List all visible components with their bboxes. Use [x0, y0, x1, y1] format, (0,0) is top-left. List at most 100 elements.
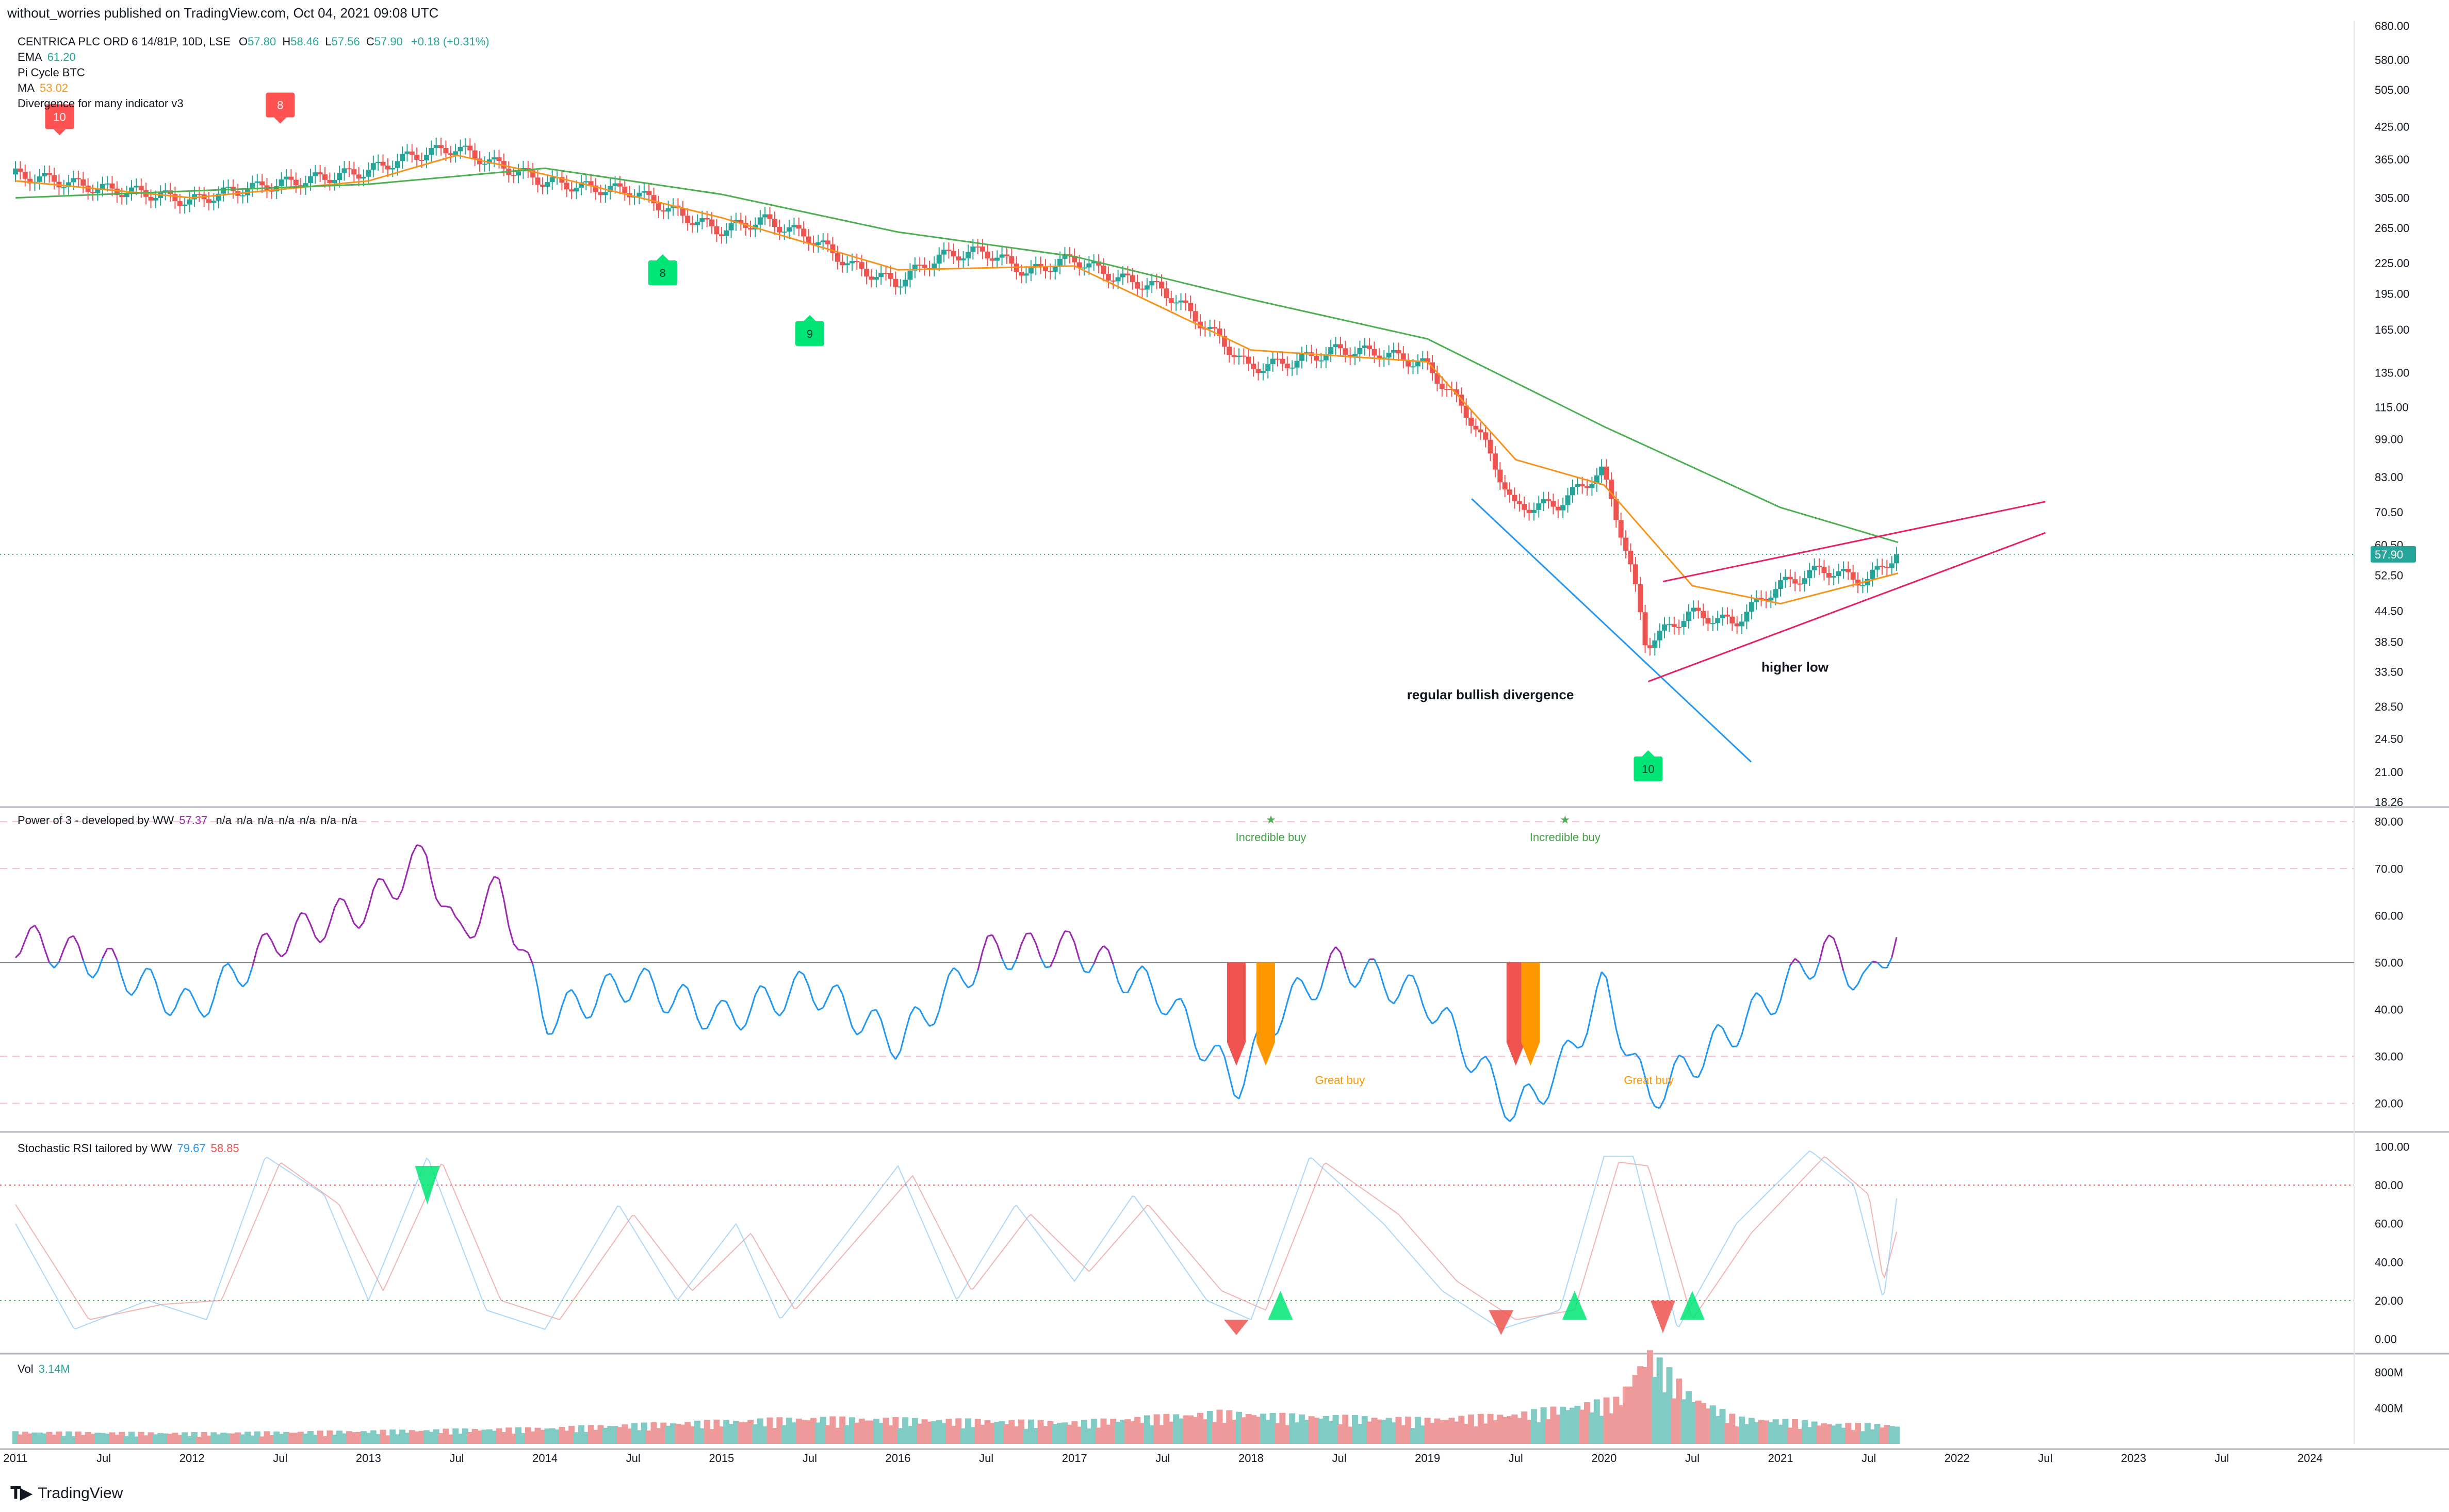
candle-body	[1763, 598, 1769, 601]
volume-bar	[355, 1432, 362, 1444]
power-segment	[880, 1019, 887, 1037]
candle-body	[781, 232, 787, 233]
candle-body	[1541, 499, 1546, 504]
volume-bar	[791, 1422, 797, 1444]
power-segment	[1228, 1075, 1235, 1095]
volume-pane[interactable]	[12, 1350, 1900, 1444]
buy-zone-marker	[1256, 962, 1275, 1066]
indicator-ma[interactable]: MA 53.02	[18, 81, 69, 94]
candle-body	[206, 199, 212, 203]
candle-body	[1613, 499, 1619, 520]
volume-bar	[186, 1436, 193, 1444]
candle-body	[588, 181, 594, 186]
power-segment	[1857, 973, 1864, 984]
volume-bar	[1328, 1421, 1334, 1444]
volume-bar	[732, 1421, 739, 1444]
volume-bar	[1613, 1396, 1620, 1444]
volume-bar	[1584, 1402, 1591, 1444]
volume-bar	[936, 1420, 942, 1444]
candle-body	[274, 186, 280, 192]
indicator-divergence[interactable]: Divergence for many indicator v3	[18, 97, 184, 110]
power-segment	[344, 900, 350, 912]
candle-body	[1492, 453, 1498, 470]
candle-body	[380, 161, 386, 166]
price-pane[interactable]: regular bullish divergence higher low 10 8 8…	[13, 92, 2046, 781]
time-tick-label: Jul	[2215, 1452, 2229, 1465]
candle-body	[1483, 432, 1489, 440]
power-segment	[672, 991, 679, 1004]
volume-legend[interactable]: Vol 3.14M	[18, 1362, 70, 1375]
power-segment	[1620, 1047, 1627, 1056]
stochastic-rsi-pane[interactable]	[15, 1150, 1898, 1335]
volume-bar	[607, 1426, 614, 1444]
symbol-line[interactable]: CENTRICA PLC ORD 6 14/81P, 10D, LSE O57.…	[18, 35, 489, 48]
stoch-legend[interactable]: Stochastic RSI tailored by WW 79.67 58.85	[18, 1142, 239, 1155]
power-segment	[1480, 1056, 1487, 1061]
volume-bar	[1516, 1418, 1523, 1444]
power-segment	[1673, 1055, 1680, 1065]
indicator-ema[interactable]: EMA 61.20	[18, 51, 76, 63]
volume-bar	[917, 1423, 923, 1444]
volume-bar	[1371, 1418, 1378, 1444]
volume-bar	[1298, 1414, 1305, 1444]
volume-bar	[626, 1428, 633, 1444]
power-segment	[189, 990, 195, 1001]
power-segment	[957, 971, 964, 982]
candle-body	[936, 254, 942, 264]
power-segment	[977, 951, 984, 971]
candle-body	[71, 178, 76, 183]
power-segment	[1098, 945, 1104, 952]
volume-bar	[1526, 1420, 1532, 1444]
power-segment	[126, 990, 133, 996]
candle-body	[1042, 266, 1048, 271]
candle-body	[1115, 277, 1121, 282]
candle-body	[835, 253, 840, 262]
volume-bar	[984, 1420, 991, 1444]
power-of-3-pane[interactable]: ★ Incredible buy Great buy ★ Incredible buy G…	[14, 813, 1898, 1122]
power-segment	[454, 916, 461, 924]
volume-bar	[1134, 1417, 1141, 1444]
price-tick-label: 21.00	[2375, 766, 2403, 779]
power-segment	[943, 975, 950, 992]
volume-bar	[481, 1429, 488, 1444]
volume-bar	[1632, 1375, 1639, 1444]
candle-body	[148, 196, 154, 201]
volume-bar	[1391, 1422, 1397, 1444]
candle-body	[1555, 506, 1561, 511]
volume-bar	[1318, 1418, 1325, 1444]
candle-body	[951, 251, 956, 257]
price-tick-label: 83.00	[2375, 471, 2403, 484]
power-tick-label: 40.00	[2375, 1003, 2403, 1016]
volume-bar	[1332, 1415, 1339, 1444]
candle-body	[1333, 344, 1338, 348]
candle-body	[1033, 264, 1039, 268]
volume-bar	[283, 1432, 290, 1444]
candle-body	[685, 216, 691, 223]
volume-bar	[1497, 1415, 1504, 1444]
power-segment	[1020, 933, 1027, 945]
power-segment	[111, 948, 118, 960]
candle-body	[191, 194, 197, 200]
candle-body	[477, 158, 483, 165]
power-segment	[1751, 992, 1757, 1000]
power-segment	[687, 988, 693, 1002]
volume-bar	[1347, 1426, 1353, 1444]
candle-body	[18, 168, 23, 172]
power-segment	[808, 985, 814, 1002]
badge-pointer	[656, 254, 669, 261]
indicator-pi-cycle[interactable]: Pi Cycle BTC	[18, 66, 85, 79]
volume-bar	[534, 1427, 541, 1444]
power-segment	[1678, 1054, 1685, 1059]
candle-body	[1802, 578, 1807, 584]
volume-bar	[505, 1427, 512, 1444]
power-segment	[77, 944, 84, 961]
volume-bar	[641, 1422, 647, 1444]
candle-body	[1570, 487, 1575, 496]
volume-bar	[684, 1422, 691, 1444]
power-legend[interactable]: Power of 3 - developed by WW 57.37 n/a n/a…	[18, 814, 357, 827]
candle-body	[1125, 273, 1131, 276]
time-tick-label: 2019	[1415, 1452, 1440, 1465]
tradingview-brand[interactable]: 𝐓▶ TradingView	[10, 1484, 123, 1502]
power-segment	[769, 998, 776, 1011]
